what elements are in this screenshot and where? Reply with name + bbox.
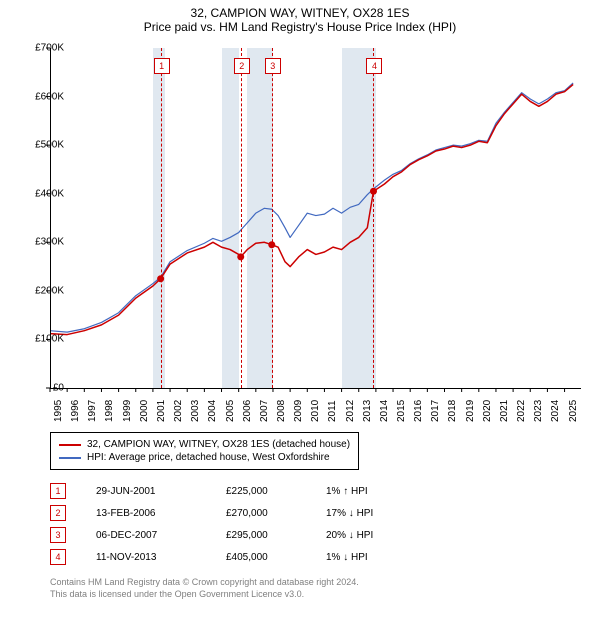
transactions-table: 1 29-JUN-2001£225,0001% ↑ HPI 2 13-FEB-2006… [50,480,436,568]
y-axis-label: £200K [14,285,64,296]
y-axis-label: £700K [14,43,64,54]
x-axis-label: 1996 [70,400,81,422]
attribution-line2: This data is licensed under the Open Gov… [50,588,359,600]
event-marker-box: 2 [234,58,250,74]
x-axis-label: 2022 [516,400,527,422]
event-pct: 20% ↓ HPI [326,530,436,541]
x-axis-label: 2012 [345,400,356,422]
y-axis-label: £0 [14,383,64,394]
x-axis-label: 1998 [104,400,115,422]
title-block: 32, CAMPION WAY, WITNEY, OX28 1ES Price … [0,0,600,34]
legend-swatch [59,444,81,446]
legend: 32, CAMPION WAY, WITNEY, OX28 1ES (detac… [50,432,359,470]
y-axis-label: £100K [14,334,64,345]
event-date: 29-JUN-2001 [96,486,226,497]
event-price: £225,000 [226,486,326,497]
x-axis-label: 2000 [139,400,150,422]
event-number-box: 2 [50,505,66,521]
y-axis-label: £400K [14,188,64,199]
x-axis-label: 2011 [327,400,338,422]
event-number-box: 1 [50,483,66,499]
event-date: 11-NOV-2013 [96,552,226,563]
event-price: £270,000 [226,508,326,519]
x-axis-label: 2023 [533,400,544,422]
event-marker-line [161,48,162,388]
plot-area: 1 23 4 [50,48,580,388]
x-axis-label: 2018 [447,400,458,422]
event-marker-box: 4 [366,58,382,74]
x-axis-label: 1999 [122,400,133,422]
x-axis-label: 2009 [293,400,304,422]
event-pct: 17% ↓ HPI [326,508,436,519]
y-axis-label: £300K [14,237,64,248]
legend-label: HPI: Average price, detached house, West… [87,452,330,463]
legend-row: 32, CAMPION WAY, WITNEY, OX28 1ES (detac… [59,439,350,450]
x-axis-label: 2005 [225,400,236,422]
event-number-box: 3 [50,527,66,543]
event-marker-box: 1 [154,58,170,74]
x-axis-label: 2017 [430,400,441,422]
event-marker-line [373,48,374,388]
x-axis-label: 2015 [396,400,407,422]
x-axis-label: 1997 [87,400,98,422]
x-axis-label: 2003 [190,400,201,422]
event-marker-line [272,48,273,388]
x-axis-label: 2002 [173,400,184,422]
x-axis-label: 1995 [53,400,64,422]
event-marker-box: 3 [265,58,281,74]
table-row: 3 06-DEC-2007£295,00020% ↓ HPI [50,524,436,546]
event-pct: 1% ↑ HPI [326,486,436,497]
x-axis-label: 2019 [465,400,476,422]
event-price: £295,000 [226,530,326,541]
event-price: £405,000 [226,552,326,563]
title-subtitle: Price paid vs. HM Land Registry's House … [0,20,600,34]
x-axis-label: 2024 [550,400,561,422]
x-axis-label: 2004 [207,400,218,422]
x-axis-label: 2013 [362,400,373,422]
series-line [50,84,573,334]
x-axis-label: 2010 [310,400,321,422]
x-axis-label: 2006 [242,400,253,422]
table-row: 4 11-NOV-2013£405,0001% ↓ HPI [50,546,436,568]
x-axis-label: 2007 [259,400,270,422]
event-pct: 1% ↓ HPI [326,552,436,563]
y-axis-label: £600K [14,91,64,102]
attribution-line1: Contains HM Land Registry data © Crown c… [50,576,359,588]
event-marker-line [241,48,242,388]
chart-svg [50,48,580,388]
x-axis-label: 2020 [482,400,493,422]
event-date: 06-DEC-2007 [96,530,226,541]
chart-container: 32, CAMPION WAY, WITNEY, OX28 1ES Price … [0,0,600,620]
x-axis-label: 2025 [568,400,579,422]
x-axis-label: 2001 [156,400,167,422]
legend-label: 32, CAMPION WAY, WITNEY, OX28 1ES (detac… [87,439,350,450]
x-axis-label: 2021 [499,400,510,422]
attribution: Contains HM Land Registry data © Crown c… [50,576,359,600]
x-axis-label: 2014 [379,400,390,422]
legend-row: HPI: Average price, detached house, West… [59,452,350,463]
series-line [50,83,573,332]
x-axis-label: 2008 [276,400,287,422]
x-axis-label: 2016 [413,400,424,422]
chart-area: 1 23 4 [50,48,580,388]
title-address: 32, CAMPION WAY, WITNEY, OX28 1ES [0,6,600,20]
y-axis-label: £500K [14,140,64,151]
table-row: 1 29-JUN-2001£225,0001% ↑ HPI [50,480,436,502]
legend-swatch [59,457,81,459]
event-date: 13-FEB-2006 [96,508,226,519]
table-row: 2 13-FEB-2006£270,00017% ↓ HPI [50,502,436,524]
event-number-box: 4 [50,549,66,565]
